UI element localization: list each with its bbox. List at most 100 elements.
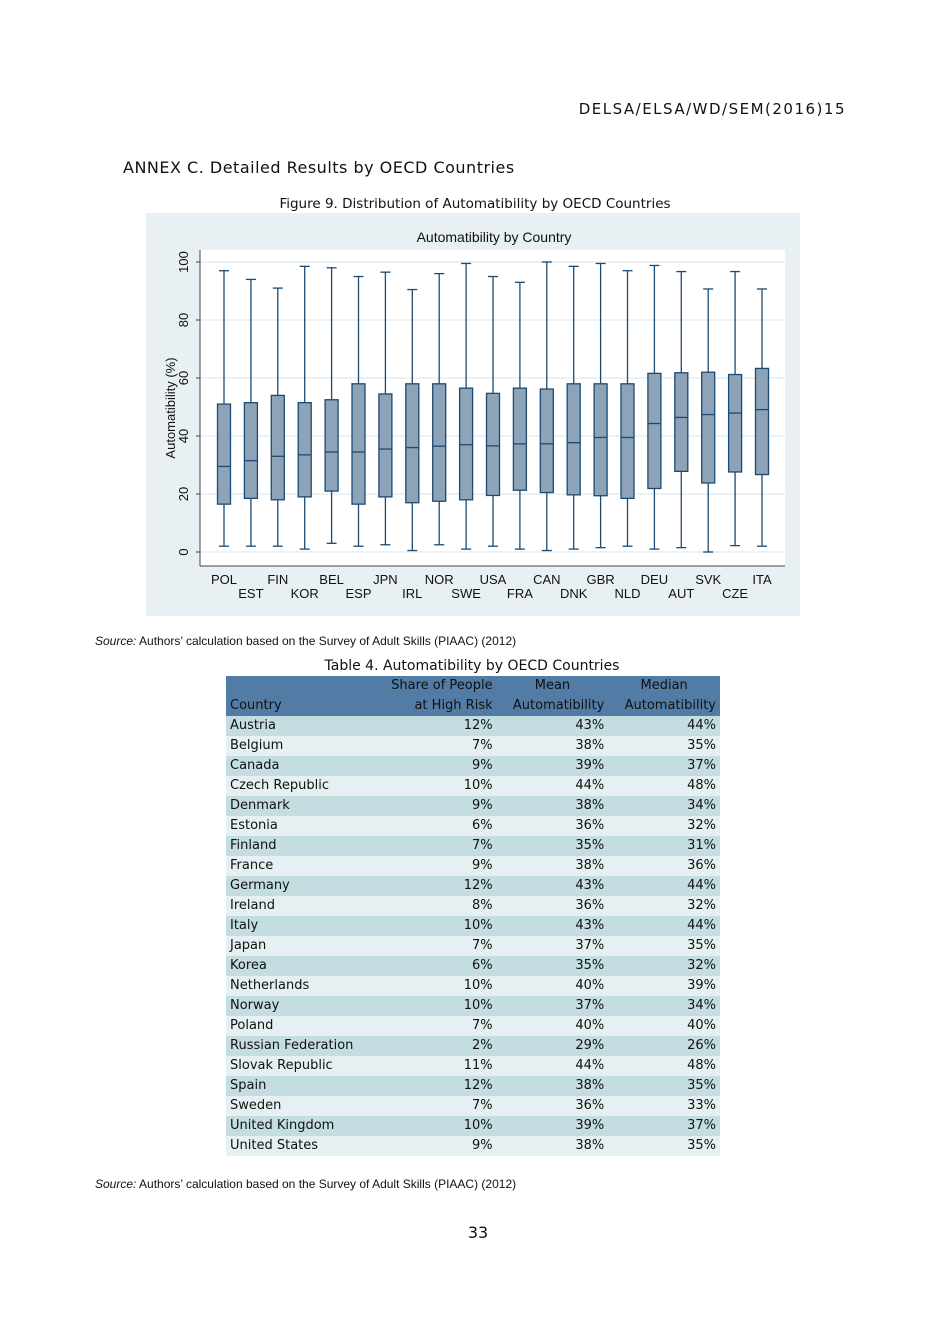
cell-median: 37% (608, 756, 720, 776)
cell-country: Belgium (226, 736, 374, 756)
table-row: Netherlands 10% 40% 39% (226, 976, 720, 996)
cell-mean: 43% (496, 716, 609, 736)
cell-country: Denmark (226, 796, 374, 816)
header-mean: Mean (496, 676, 609, 696)
y-tick-label: 40 (176, 429, 191, 443)
box-kor (297, 401, 312, 498)
box-usa (485, 392, 501, 497)
x-tick-label: SVK (695, 572, 721, 587)
y-tick-label: 0 (176, 548, 191, 555)
cell-mean: 37% (496, 996, 609, 1016)
cell-country: Norway (226, 996, 374, 1016)
cell-share: 2% (373, 1036, 497, 1056)
cell-country: Sweden (226, 1096, 374, 1116)
x-tick-label: JPN (373, 572, 398, 587)
cell-country: United States (226, 1136, 374, 1156)
y-tick-label: 20 (176, 487, 191, 501)
header-share: Share of People (373, 676, 497, 696)
cell-mean: 35% (496, 956, 609, 976)
box-nld (620, 383, 635, 500)
cell-country: Korea (226, 956, 374, 976)
cell-share: 9% (373, 1136, 497, 1156)
cell-median: 32% (608, 816, 720, 836)
cell-country: Italy (226, 916, 374, 936)
cell-country: Poland (226, 1016, 374, 1036)
cell-median: 32% (608, 896, 720, 916)
cell-mean: 38% (496, 796, 609, 816)
cell-share: 10% (373, 976, 497, 996)
box-pol (216, 403, 232, 505)
box-cze (727, 373, 743, 473)
cell-median: 32% (608, 956, 720, 976)
table-row: United Kingdom 10% 39% 37% (226, 1116, 720, 1136)
cell-mean: 44% (496, 776, 609, 796)
cell-median: 44% (608, 716, 720, 736)
x-tick-label: SWE (451, 586, 481, 601)
table-row: United States 9% 38% 35% (226, 1136, 720, 1156)
cell-share: 7% (373, 736, 497, 756)
cell-share: 6% (373, 816, 497, 836)
box-fin (270, 394, 285, 501)
header-country: Country (226, 696, 374, 716)
cell-median: 36% (608, 856, 720, 876)
cell-median: 34% (608, 996, 720, 1016)
figure-source: Source: Authors’ calculation based on th… (95, 634, 516, 648)
y-tick-label: 80 (176, 313, 191, 327)
cell-median: 48% (608, 1056, 720, 1076)
table-row: Canada 9% 39% 37% (226, 756, 720, 776)
box-can (539, 388, 554, 494)
cell-country: Czech Republic (226, 776, 374, 796)
cell-mean: 44% (496, 1056, 609, 1076)
cell-mean: 38% (496, 736, 609, 756)
cell-share: 12% (373, 1076, 497, 1096)
boxplot-chart: 0 20 40 60 80 100 Automatibility (%) Automatibi… (146, 213, 800, 616)
cell-country: France (226, 856, 374, 876)
x-tick-label: DNK (560, 586, 588, 601)
x-tick-label: KOR (291, 586, 319, 601)
cell-share: 6% (373, 956, 497, 976)
header-mean-2: Automatibility (496, 696, 609, 716)
table-row: Poland 7% 40% 40% (226, 1016, 720, 1036)
cell-median: 35% (608, 736, 720, 756)
cell-mean: 43% (496, 876, 609, 896)
cell-median: 48% (608, 776, 720, 796)
box-nor (432, 383, 447, 502)
cell-share: 9% (373, 796, 497, 816)
cell-mean: 36% (496, 896, 609, 916)
table-row: Germany 12% 43% 44% (226, 876, 720, 896)
box-dnk (566, 383, 581, 496)
cell-share: 12% (373, 716, 497, 736)
table-header-row-1: Share of People Mean Median (226, 676, 720, 696)
cell-mean: 39% (496, 1116, 609, 1136)
cell-median: 37% (608, 1116, 720, 1136)
figure-caption: Figure 9. Distribution of Automatibility… (279, 196, 671, 212)
table-caption: Table 4. Automatibility by OECD Countrie… (324, 658, 620, 674)
cell-country: Finland (226, 836, 374, 856)
cell-mean: 35% (496, 836, 609, 856)
cell-mean: 38% (496, 1136, 609, 1156)
box-ita (754, 367, 770, 476)
cell-mean: 40% (496, 976, 609, 996)
cell-mean: 36% (496, 816, 609, 836)
cell-country: Russian Federation (226, 1036, 374, 1056)
x-tick-label: GBR (587, 572, 615, 587)
source-label: Source: (95, 1177, 137, 1191)
cell-share: 7% (373, 836, 497, 856)
cell-mean: 36% (496, 1096, 609, 1116)
table-row: Austria 12% 43% 44% (226, 716, 720, 736)
table-row: Denmark 9% 38% 34% (226, 796, 720, 816)
box-irl (405, 383, 420, 504)
header-share-2: at High Risk (373, 696, 497, 716)
x-tick-label: BEL (319, 572, 344, 587)
cell-country: Japan (226, 936, 374, 956)
y-axis-label: Automatibility (%) (163, 357, 178, 458)
cell-mean: 39% (496, 756, 609, 776)
cell-median: 33% (608, 1096, 720, 1116)
table-header-row-2: Country at High Risk Automatibility Auto… (226, 696, 720, 716)
cell-country: Spain (226, 1076, 374, 1096)
cell-share: 8% (373, 896, 497, 916)
box-aut (674, 372, 689, 473)
source-text: Authors’ calculation based on the Survey… (136, 634, 517, 648)
x-tick-label: NLD (614, 586, 640, 601)
